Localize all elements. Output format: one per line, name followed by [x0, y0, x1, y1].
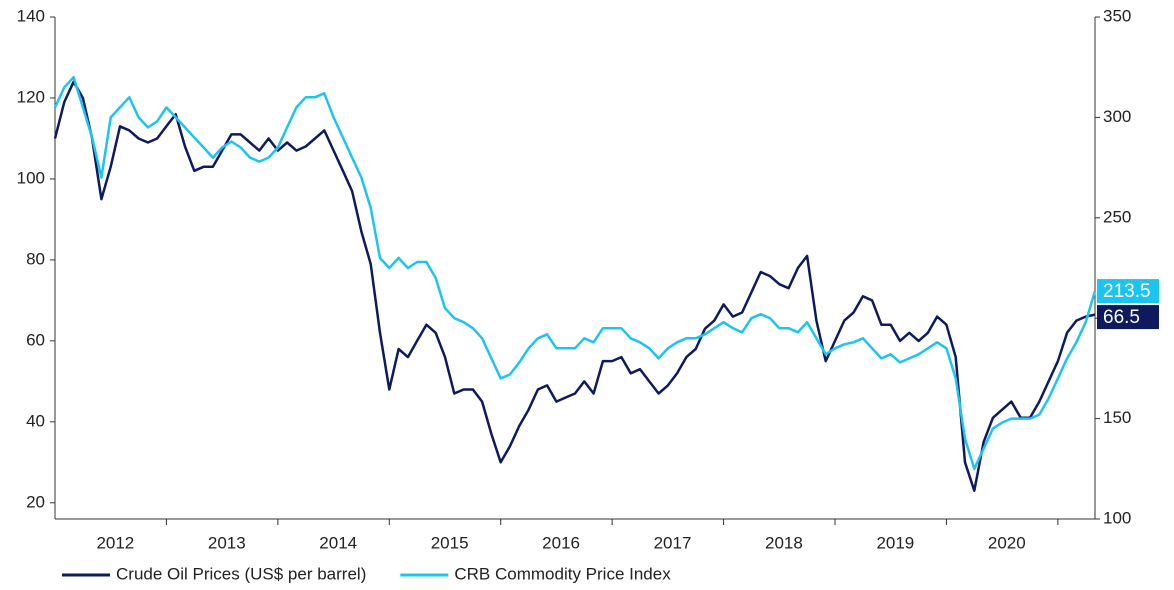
- y-tick-label: 40: [26, 411, 45, 430]
- y2-tick-label: 100: [1103, 508, 1131, 527]
- x-tick-label: 2016: [542, 533, 580, 552]
- y2-tick-label: 350: [1103, 6, 1131, 25]
- y2-tick-label: 150: [1103, 408, 1131, 427]
- x-tick-label: 2020: [988, 533, 1026, 552]
- x-tick-label: 2013: [208, 533, 246, 552]
- value-badge: [1097, 279, 1159, 304]
- value-label: 213.5: [1103, 281, 1151, 302]
- legend-label: Crude Oil Prices (US$ per barrel): [116, 564, 366, 583]
- y-tick-label: 20: [26, 492, 45, 511]
- x-tick-label: 2017: [654, 533, 692, 552]
- x-tick-label: 2012: [96, 533, 134, 552]
- y-tick-label: 100: [17, 168, 45, 187]
- y-tick-label: 120: [17, 87, 45, 106]
- series-line: [53, 75, 1097, 471]
- x-tick-label: 2014: [319, 533, 357, 552]
- y-tick-label: 80: [26, 249, 45, 268]
- value-badge: [1097, 305, 1159, 330]
- y-tick-label: 140: [17, 6, 45, 25]
- y-tick-label: 60: [26, 330, 45, 349]
- legend-label: CRB Commodity Price Index: [454, 564, 671, 583]
- y2-tick-label: 250: [1103, 207, 1131, 226]
- y2-tick-label: 300: [1103, 107, 1131, 126]
- series-line: [53, 80, 1096, 492]
- x-tick-label: 2015: [431, 533, 469, 552]
- x-tick-label: 2018: [765, 533, 803, 552]
- value-label: 66.5: [1103, 307, 1140, 328]
- x-tick-label: 2019: [876, 533, 914, 552]
